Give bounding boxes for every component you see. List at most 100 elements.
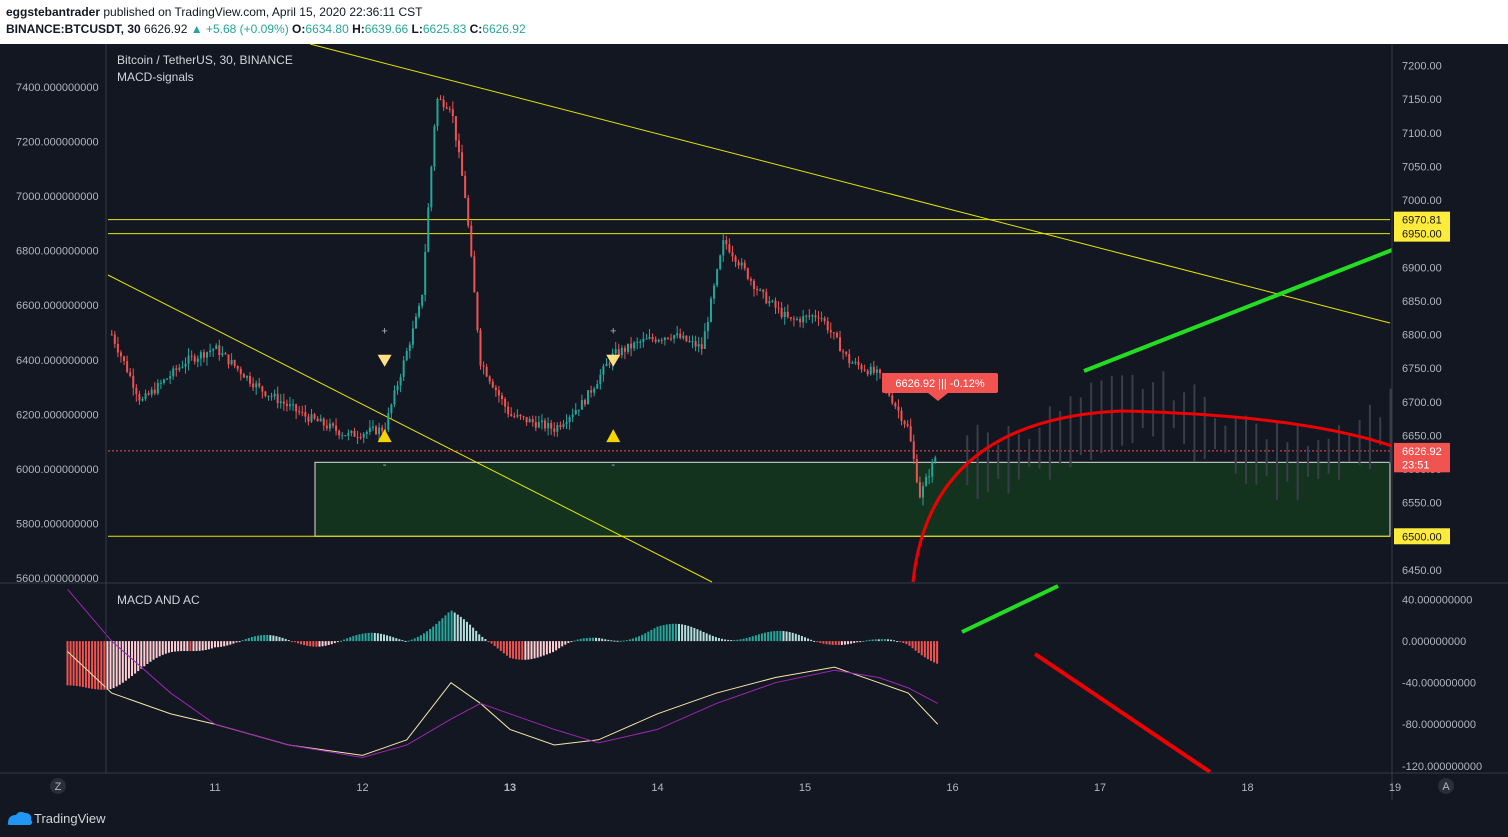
candle-body [393,390,396,405]
candle-body [482,365,485,367]
macd-histogram-bar [456,614,459,642]
sell-signal-marker [606,354,621,367]
main-pane-title: Bitcoin / TetherUS, 30, BINANCE [117,53,293,67]
candle-body [233,359,236,366]
macd-histogram-bar [890,639,893,642]
candle-body [451,109,454,117]
candle-body [436,99,439,127]
price-tag-pointer [928,393,948,401]
candle-body [906,424,909,427]
candle-body [636,341,639,343]
macd-histogram-bar [201,641,204,651]
candle-body [141,399,144,401]
candle-body [842,351,845,353]
candle-body [212,349,215,351]
candle-body [802,316,805,323]
macd-pane-title: MACD AND AC [117,593,200,607]
candle-body [414,316,417,329]
candle-body [230,359,233,365]
left-axis-tick: 6600.000000000 [16,300,99,312]
candle-body [666,337,669,339]
macd-histogram-bar [247,637,250,642]
candle-body [918,482,921,498]
candle-body [322,418,325,426]
macd-histogram-bar [167,641,170,653]
macd-histogram-bar [564,641,567,645]
macd-histogram-bar [647,631,650,642]
macd-histogram-bar [401,640,404,642]
macd-histogram-bar [72,641,75,686]
zoom-reset-button[interactable] [50,778,66,794]
candle-body [627,343,629,352]
candle-body [768,301,771,304]
macd-histogram-bar [94,641,97,690]
candle-body [341,435,344,437]
candle-body [273,393,276,397]
candle-body [731,252,734,257]
candle-body [138,394,141,401]
candle-body [700,344,703,349]
macd-histogram-bar [896,641,899,643]
auto-scale-button[interactable] [1438,778,1454,794]
candle-body [605,363,608,367]
macd-histogram-bar [905,641,908,645]
macd-histogram-bar [164,641,167,654]
macd-histogram-bar [880,639,883,642]
candle-body [756,288,759,291]
macd-histogram-bar [733,640,736,642]
candle-body [817,317,820,319]
candle-body [835,332,838,338]
candle-body [242,374,245,378]
macd-histogram-bar [730,640,733,642]
candle-body [897,406,900,411]
candle-body [587,390,590,405]
candle-body [199,352,202,359]
macd-histogram-bar [100,641,103,690]
candle-body [181,366,184,368]
candle-body [411,328,414,345]
macd-histogram-bar [834,641,837,645]
macd-histogram-bar [192,641,195,652]
candle-body [402,360,405,377]
macd-histogram-bar [312,641,315,647]
candle-body [928,476,931,478]
candle-body [479,330,482,366]
candle-body [224,353,227,355]
macd-histogram-bar [518,641,521,660]
macd-histogram-bar [899,641,902,643]
macd-histogram-bar [392,637,395,642]
candle-body [172,368,175,377]
candle-body [706,321,709,332]
candle-body [424,251,427,295]
candle-body [663,337,666,341]
macd-histogram-bar [407,640,410,642]
time-axis-tick: 19 [1389,782,1401,794]
candle-body [725,240,728,245]
candle-body [866,370,869,375]
candle-body [623,347,626,352]
macd-histogram-bar [767,631,770,642]
macd-histogram-bar [189,641,192,652]
macd-histogram-bar [555,641,558,651]
candle-body [371,426,374,428]
candle-body [319,418,322,422]
macd-histogram-bar [548,641,551,654]
macd-histogram-bar [668,624,671,642]
macd-histogram-bar [877,639,880,642]
candle-body [642,338,645,342]
publish-info: published on TradingView.com, April 15, … [103,5,423,19]
candle-body [368,427,371,432]
macd-histogram-bar [561,641,564,647]
author-name[interactable]: eggstebantrader [6,5,101,19]
right-axis-tick: 6450.00 [1402,565,1442,577]
candle-body [264,391,267,396]
candle-body [823,318,826,322]
macd-histogram-bar [533,641,536,659]
macd-histogram-bar [383,634,386,642]
macd-histogram-bar [644,633,647,642]
macd-histogram-bar [450,610,453,642]
candle-body [301,412,304,414]
macd-histogram-bar [88,641,91,689]
right-axis-tick: 6550.00 [1402,498,1442,510]
